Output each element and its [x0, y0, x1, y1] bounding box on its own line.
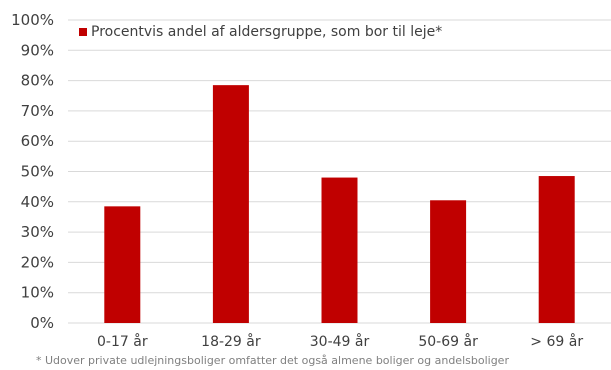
x-tick-label: 30-49 år [310, 333, 370, 350]
bar [321, 177, 358, 323]
y-tick-label: 90% [21, 41, 54, 59]
y-tick-label: 60% [21, 132, 54, 150]
bars [104, 85, 575, 324]
footnote: * Udover private udlejningsboliger omfat… [36, 354, 509, 367]
legend: Procentvis andel af aldersgruppe, som bo… [79, 24, 442, 40]
y-tick-label: 70% [21, 102, 54, 120]
y-tick-label: 0% [30, 314, 54, 332]
x-axis-tick-labels: 0-17 år 18-29 år 30-49 år 50-69 år > 69 år [97, 333, 583, 350]
y-axis-tick-labels: 0% 10% 20% 30% 40% 50% 60% 70% 80% 90% 100% [11, 11, 54, 332]
y-tick-label: 80% [21, 72, 54, 90]
legend-swatch [79, 28, 87, 36]
bar [212, 85, 249, 324]
x-tick-label: 50-69 år [418, 333, 478, 350]
y-tick-label: 20% [21, 253, 54, 271]
x-tick-label: 0-17 år [97, 333, 148, 350]
legend-label: Procentvis andel af aldersgruppe, som bo… [91, 24, 443, 40]
x-tick-label: 18-29 år [201, 333, 261, 350]
x-tick-label: > 69 år [530, 333, 583, 350]
bar [538, 176, 575, 323]
y-tick-label: 100% [11, 11, 54, 29]
y-tick-label: 10% [21, 284, 54, 302]
y-tick-label: 50% [21, 163, 54, 181]
bar [430, 200, 467, 323]
y-tick-label: 30% [21, 223, 54, 241]
y-tick-label: 40% [21, 193, 54, 211]
bar [104, 206, 141, 323]
